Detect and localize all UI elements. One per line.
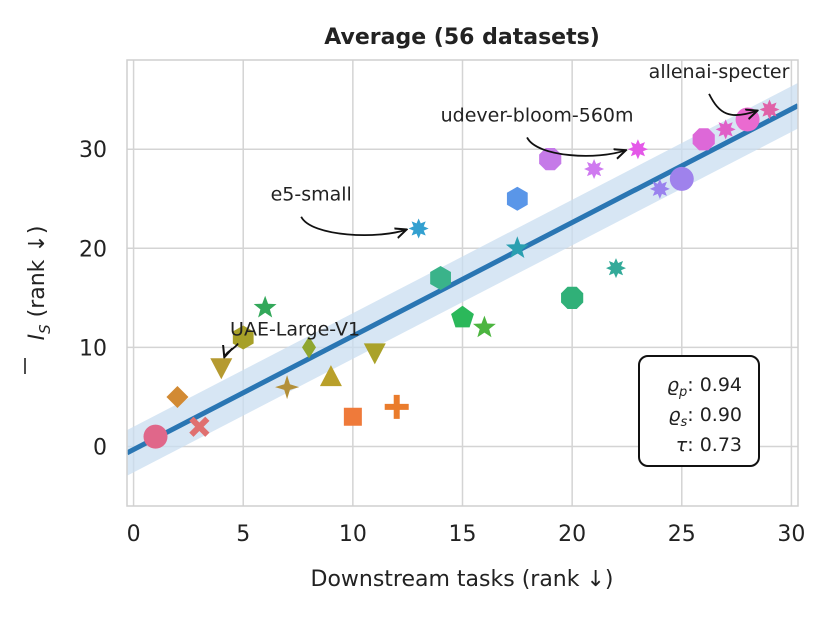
x-tick-label: 15 <box>449 522 477 547</box>
stat-spearman: ϱs: 0.90 <box>668 404 742 430</box>
data-point <box>210 358 233 380</box>
plot-frame <box>126 59 799 507</box>
annotation-label: udever-bloom-560m <box>441 104 634 126</box>
stat-kendall: τ: 0.73 <box>676 434 742 456</box>
data-point <box>473 315 496 338</box>
x-tick-label: 5 <box>236 522 250 547</box>
x-tick-label: 30 <box>777 522 805 547</box>
data-point <box>627 139 648 160</box>
annotation-arrow <box>708 93 757 115</box>
svg-text:IS (rank ↓): IS (rank ↓) <box>25 226 54 341</box>
stats-box: ϱp: 0.94 ϱs: 0.90 τ: 0.73 <box>638 355 760 467</box>
data-point <box>692 128 715 151</box>
data-point <box>561 286 584 309</box>
data-point <box>143 424 168 449</box>
data-point <box>759 99 780 120</box>
data-point <box>505 236 529 259</box>
data-point <box>189 416 210 437</box>
y-tick-label: 30 <box>79 138 107 163</box>
data-point <box>275 375 300 400</box>
data-point <box>253 295 277 318</box>
grid-lines <box>127 60 798 506</box>
data-point <box>451 305 474 328</box>
y-tick-label: 20 <box>79 237 107 262</box>
data-point <box>430 266 451 291</box>
annotation-label: e5-small <box>271 184 352 206</box>
x-tick-label: 20 <box>558 522 586 547</box>
x-tick-label: 10 <box>339 522 367 547</box>
stat-pearson: ϱp: 0.94 <box>667 374 742 400</box>
y-tick-label: 0 <box>93 436 107 461</box>
y-axis-label-main: I <box>25 334 50 341</box>
y-axis-label-rest: (rank ↓) <box>25 226 50 325</box>
annotation-label: UAE-Large-V1 <box>230 319 360 341</box>
annotation-arrow <box>224 342 239 358</box>
chart-title: Average (56 datasets) <box>324 25 600 50</box>
data-point <box>166 385 189 408</box>
x-tick-label: 25 <box>668 522 696 547</box>
data-point <box>319 365 342 387</box>
x-tick-label: 0 <box>127 522 141 547</box>
x-axis-label: Downstream tasks (rank ↓) <box>311 567 614 592</box>
data-point <box>669 166 694 191</box>
data-point <box>302 336 317 359</box>
regression-line <box>127 103 798 456</box>
data-point <box>649 178 670 199</box>
y-tick-label: 10 <box>79 336 107 361</box>
data-point <box>408 218 429 239</box>
data-point <box>715 119 736 140</box>
data-point <box>506 186 528 211</box>
data-point <box>605 258 626 279</box>
annotation-label: allenai-specter <box>649 61 790 83</box>
annotation-arrow <box>300 216 406 235</box>
data-point <box>584 159 605 180</box>
data-point <box>384 394 409 419</box>
data-point <box>363 343 386 365</box>
y-axis-label-subscript: S <box>36 324 54 334</box>
annotation-arrow <box>526 136 626 155</box>
y-axis-label: IS (rank ↓) <box>24 226 54 374</box>
data-point <box>343 407 362 426</box>
